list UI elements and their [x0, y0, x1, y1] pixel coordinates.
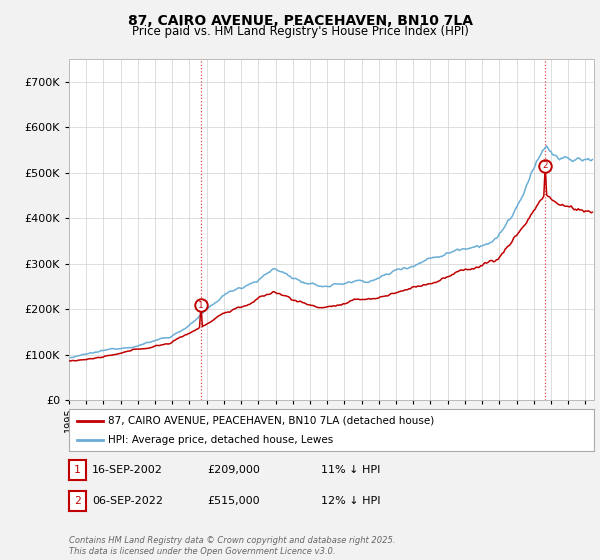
Text: Price paid vs. HM Land Registry's House Price Index (HPI): Price paid vs. HM Land Registry's House …: [131, 25, 469, 38]
Text: 11% ↓ HPI: 11% ↓ HPI: [321, 465, 380, 475]
Text: 12% ↓ HPI: 12% ↓ HPI: [321, 496, 380, 506]
Text: 1: 1: [198, 301, 203, 310]
Text: 16-SEP-2002: 16-SEP-2002: [92, 465, 163, 475]
Text: 06-SEP-2022: 06-SEP-2022: [92, 496, 163, 506]
Text: Contains HM Land Registry data © Crown copyright and database right 2025.
This d: Contains HM Land Registry data © Crown c…: [69, 536, 395, 556]
Text: 1: 1: [74, 465, 81, 475]
Text: HPI: Average price, detached house, Lewes: HPI: Average price, detached house, Lewe…: [109, 435, 334, 445]
Text: 87, CAIRO AVENUE, PEACEHAVEN, BN10 7LA (detached house): 87, CAIRO AVENUE, PEACEHAVEN, BN10 7LA (…: [109, 416, 434, 426]
Text: 2: 2: [542, 161, 548, 170]
Text: 87, CAIRO AVENUE, PEACEHAVEN, BN10 7LA: 87, CAIRO AVENUE, PEACEHAVEN, BN10 7LA: [128, 14, 473, 28]
Text: £209,000: £209,000: [207, 465, 260, 475]
Text: 2: 2: [74, 496, 81, 506]
Text: £515,000: £515,000: [207, 496, 260, 506]
